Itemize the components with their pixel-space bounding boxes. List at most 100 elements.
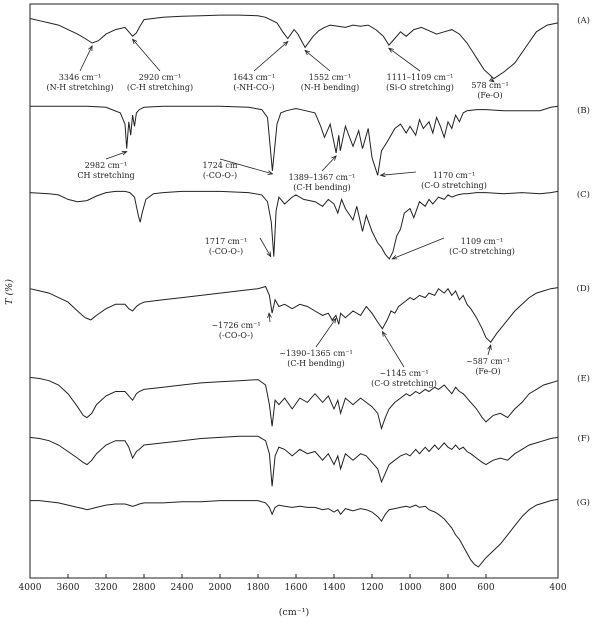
- annotation-arrowhead: [488, 77, 495, 83]
- annotation-arrowhead: [304, 49, 311, 56]
- x-tick-label: 1800: [247, 583, 270, 593]
- plot-frame: [29, 3, 559, 579]
- annotation: 1111–1109 cm⁻¹(Si-O stretching): [386, 47, 454, 92]
- annotation-arrow: [321, 155, 337, 172]
- annotation: 3346 cm⁻¹(N-H stretching): [46, 45, 114, 92]
- spectra-layer: [29, 14, 559, 568]
- x-tick-label: 3200: [95, 583, 118, 593]
- x-tick-label: 1000: [399, 583, 422, 593]
- annotation-arrow: [253, 41, 289, 72]
- annotation-label: (C-O stretching): [421, 181, 487, 190]
- annotation: ~1390–1365 cm⁻¹(C-H bending): [279, 317, 353, 368]
- annotation-label: (C-H bending): [293, 183, 351, 192]
- annotation-label: (Si-O stretching): [386, 83, 454, 92]
- annotation-label: (N-H bending): [301, 83, 359, 92]
- x-tick-label: 600: [477, 583, 494, 593]
- annotation-arrow: [315, 318, 337, 348]
- annotation-arrowhead: [282, 40, 289, 47]
- x-tick-label: 2000: [209, 583, 232, 593]
- panel-label-layer: (A) (B) (C) (D) (E) (F) (G): [577, 15, 590, 508]
- annotation-arrow: [268, 313, 271, 323]
- annotation: 1389–1367 cm⁻¹(C-H bending): [289, 155, 355, 192]
- annotation: 2920 cm⁻¹(C-H stretching): [127, 38, 193, 92]
- annotation-label: 2982 cm⁻¹: [85, 161, 127, 170]
- annotation: 1552 cm⁻¹(N-H bending): [301, 49, 359, 92]
- x-axis-title: (cm⁻¹): [279, 607, 310, 618]
- annotation-label: CH stretching: [77, 171, 134, 180]
- x-axis: 4000 3600 3200 2800 2400 2000 1800 1600 1400 1200…: [19, 574, 567, 593]
- annotation-arrowhead: [121, 150, 128, 156]
- annotation-label: (-CO-O-): [209, 247, 243, 256]
- annotation-label: 1552 cm⁻¹: [309, 73, 351, 82]
- spectrum-line-6: [29, 435, 559, 487]
- annotation-label: 1111–1109 cm⁻¹: [387, 73, 454, 82]
- annotation-arrow: [380, 171, 417, 176]
- annotation-arrowhead: [381, 330, 387, 337]
- annotation-arrowhead: [388, 47, 394, 53]
- x-tick-label: 1200: [361, 583, 384, 593]
- spectrum-line-3: [29, 190, 559, 260]
- annotation-arrow: [382, 331, 405, 368]
- y-axis-title: T (%): [4, 279, 15, 305]
- annotation-label: 578 cm⁻¹: [471, 81, 508, 90]
- x-tick-label: 2800: [133, 583, 156, 593]
- annotation: 1724 cm(-CO-O-): [203, 158, 274, 180]
- panel-label: (E): [577, 373, 590, 384]
- annotation-label: (C-O stretching): [371, 379, 437, 388]
- panel-label: (G): [577, 497, 590, 508]
- annotation-label: 1109 cm⁻¹: [461, 237, 503, 246]
- x-tick-label: 1400: [323, 583, 346, 593]
- annotation-arrow: [132, 39, 161, 72]
- annotation-layer: 3346 cm⁻¹(N-H stretching) 2920 cm⁻¹(C-H s…: [46, 38, 515, 388]
- annotation-arrow: [105, 151, 127, 160]
- annotation: ~1726 cm⁻¹(-CO-O-): [211, 312, 272, 340]
- annotation-arrowhead: [88, 45, 93, 52]
- x-tick-label: 1600: [285, 583, 308, 593]
- annotation-label: (-NH-CO-): [233, 83, 274, 92]
- annotation-label: 3346 cm⁻¹: [59, 73, 101, 82]
- annotation-label: (Fe-O): [475, 367, 500, 376]
- annotation-arrowhead: [267, 312, 272, 319]
- annotation-label: (Fe-O): [477, 91, 502, 100]
- spectrum-line-4: [29, 285, 559, 343]
- annotation-label: 2920 cm⁻¹: [139, 73, 181, 82]
- annotation: 578 cm⁻¹(Fe-O): [471, 77, 509, 100]
- annotation-arrowhead: [267, 170, 274, 175]
- annotation-label: (-CO-O-): [203, 171, 237, 180]
- annotation-label: (C-H stretching): [127, 83, 193, 92]
- spectrum-line-1: [29, 14, 559, 80]
- annotation-arrow: [304, 50, 331, 72]
- annotation: 2982 cm⁻¹CH stretching: [77, 150, 135, 180]
- x-tick-label: 4000: [19, 583, 42, 593]
- spectrum-line-5: [29, 376, 559, 431]
- annotation-label: ~1145 cm⁻¹: [379, 369, 428, 378]
- annotation-arrowhead: [331, 317, 337, 324]
- annotation-label: 1724 cm: [203, 161, 238, 170]
- annotation-arrowhead: [379, 172, 386, 178]
- annotation-label: 1170 cm⁻¹: [433, 171, 475, 180]
- annotation-label: ~587 cm⁻¹: [466, 357, 510, 366]
- annotation-arrow: [259, 237, 272, 257]
- annotation-label: (C-H bending): [287, 359, 345, 368]
- annotation: 1717 cm⁻¹(-CO-O-): [205, 237, 272, 258]
- x-tick-label: 800: [439, 583, 456, 593]
- annotation-arrow: [392, 237, 445, 260]
- panel-label: (D): [577, 283, 590, 294]
- annotation-label: 1643 cm⁻¹: [233, 73, 275, 82]
- annotation: ~587 cm⁻¹(Fe-O): [466, 344, 510, 376]
- x-tick-label: 400: [549, 583, 566, 593]
- annotation-arrow: [219, 158, 273, 175]
- annotation-arrowhead: [266, 251, 272, 258]
- annotation-arrow: [388, 47, 421, 72]
- x-tick-label: 3600: [57, 583, 80, 593]
- panel-label: (F): [577, 433, 590, 444]
- annotation-label: 1717 cm⁻¹: [205, 237, 247, 246]
- x-tick-label: 2400: [171, 583, 194, 593]
- panel-label: (B): [577, 105, 590, 116]
- panel-label: (A): [577, 15, 590, 26]
- annotation: 1643 cm⁻¹(-NH-CO-): [233, 40, 289, 92]
- annotation-label: (C-O stretching): [449, 247, 515, 256]
- annotation-arrow: [487, 345, 492, 356]
- annotation-arrow: [79, 45, 93, 72]
